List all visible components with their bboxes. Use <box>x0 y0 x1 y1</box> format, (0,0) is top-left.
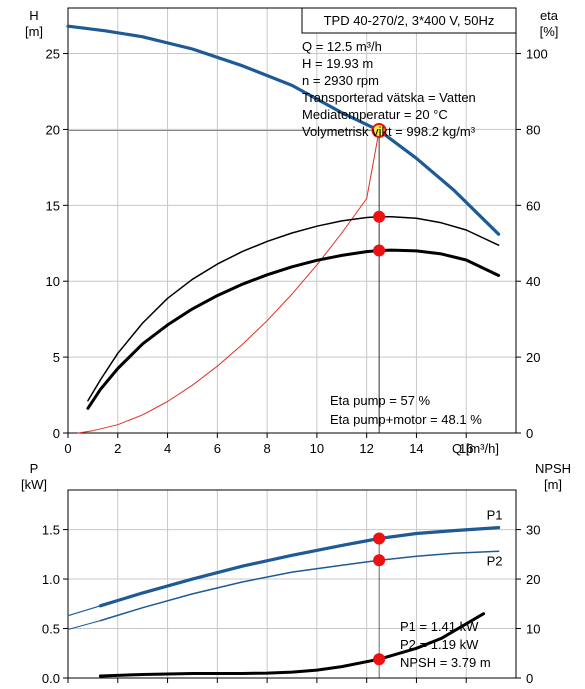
p1-series-label: P1 <box>487 508 503 523</box>
x-tick-label: 12 <box>359 441 373 456</box>
y2-tick-label: 80 <box>526 122 540 137</box>
eta-total-marker <box>373 244 386 257</box>
x-tick-label: 2 <box>114 441 121 456</box>
bottom-ticks: 0.0 0.5 1.0 1.5 0 10 20 30 <box>42 523 541 686</box>
bottom-y2-label: NPSH <box>535 461 571 476</box>
npsh-curve <box>98 612 486 678</box>
bottom-plot-frame <box>67 489 517 679</box>
p1-value-text: P1 = 1.41 kW <box>400 619 479 634</box>
x-tick-label: 4 <box>164 441 171 456</box>
bottom-info-block: P1 = 1.41 kW P2 = 1.19 kW NPSH = 3.79 m <box>400 619 491 670</box>
y2-tick-label: 60 <box>526 198 540 213</box>
info-line: Transporterad vätska = Vatten <box>302 90 476 105</box>
title-box <box>301 7 517 34</box>
info-line: Q = 12.5 m³/h <box>302 39 382 54</box>
x-tick-label: 6 <box>214 441 221 456</box>
x-tick-label: 10 <box>310 441 324 456</box>
y2-tick-label: 0 <box>526 426 533 441</box>
x-tick-label: 14 <box>409 441 423 456</box>
info-line: Volymetrisk vikt = 998.2 kg/m³ <box>302 124 476 139</box>
p2-series-label: P2 <box>487 553 503 568</box>
bottom-y-label: P <box>30 461 39 476</box>
info-line: Mediatemperatur = 20 °C <box>302 107 448 122</box>
y2-tick-label: 100 <box>526 47 548 62</box>
y2-tick-label: 30 <box>526 523 540 538</box>
top-y-label: H <box>29 8 38 23</box>
top-grid <box>68 8 516 433</box>
bottom-grid <box>68 490 516 678</box>
y-tick-label: 15 <box>46 198 60 213</box>
y-tick-label: 0 <box>53 426 60 441</box>
bottom-series: P1 P2 <box>67 508 503 678</box>
top-series <box>66 24 501 434</box>
y-tick-label: 10 <box>46 274 60 289</box>
y-tick-label: 1.0 <box>42 572 60 587</box>
y2-tick-label: 40 <box>526 274 540 289</box>
top-ticks: 0 2 4 6 8 10 12 14 16 0 5 10 15 20 25 0 20 40 60 80 100 <box>46 47 548 456</box>
y-tick-label: 25 <box>46 47 60 62</box>
head-curve <box>66 24 501 236</box>
y2-tick-label: 0 <box>526 671 533 686</box>
y2-tick-label: 20 <box>526 572 540 587</box>
p1_ext-curve <box>67 605 101 617</box>
p1-marker <box>373 532 386 545</box>
top-y2-label: eta <box>540 8 559 23</box>
p1-curve <box>98 526 501 608</box>
bottom-y-label-unit: [kW] <box>21 477 47 492</box>
y-tick-label: 0.5 <box>42 622 60 637</box>
operating-point-marker <box>371 122 387 138</box>
top-x-label: Q [m³/h] <box>452 441 499 456</box>
x-tick-label: 8 <box>263 441 270 456</box>
x-tick-label: 0 <box>64 441 71 456</box>
eta-curve <box>77 130 380 434</box>
info-line: H = 19.93 m <box>302 56 373 71</box>
y2-tick-label: 10 <box>526 622 540 637</box>
y2-tick-label: 20 <box>526 350 540 365</box>
p2-value-text: P2 = 1.19 kW <box>400 637 479 652</box>
eta-info-block: Eta pump = 57 % Eta pump+motor = 48.1 % <box>330 393 482 427</box>
y-tick-label: 20 <box>46 122 60 137</box>
top-info-block: Q = 12.5 m³/h H = 19.93 m n = 2930 rpm T… <box>302 39 476 139</box>
bottom-y2-label-unit: [m] <box>544 477 562 492</box>
eta-pump-marker <box>373 210 386 223</box>
y-tick-label: 0.0 <box>42 671 60 686</box>
npsh-value-text: NPSH = 3.79 m <box>400 655 491 670</box>
y-tick-label: 5 <box>53 350 60 365</box>
chart-title: TPD 40-270/2, 3*400 V, 50Hz <box>324 13 495 28</box>
y-tick-label: 1.5 <box>42 523 60 538</box>
eta-total-text: Eta pump+motor = 48.1 % <box>330 412 482 427</box>
top-y-label-unit: [m] <box>25 24 43 39</box>
eta_total-curve <box>86 248 501 410</box>
eta_pump-curve <box>87 215 500 402</box>
x-tick-label: 16 <box>459 441 473 456</box>
npsh-marker <box>373 653 386 666</box>
eta-pump-text: Eta pump = 57 % <box>330 393 431 408</box>
info-line: n = 2930 rpm <box>302 73 379 88</box>
top-plot-frame <box>67 7 517 434</box>
p2-marker <box>373 554 386 567</box>
top-y2-label-unit: [%] <box>540 24 559 39</box>
p2-curve <box>99 550 500 622</box>
p2_ext-curve <box>67 620 101 630</box>
